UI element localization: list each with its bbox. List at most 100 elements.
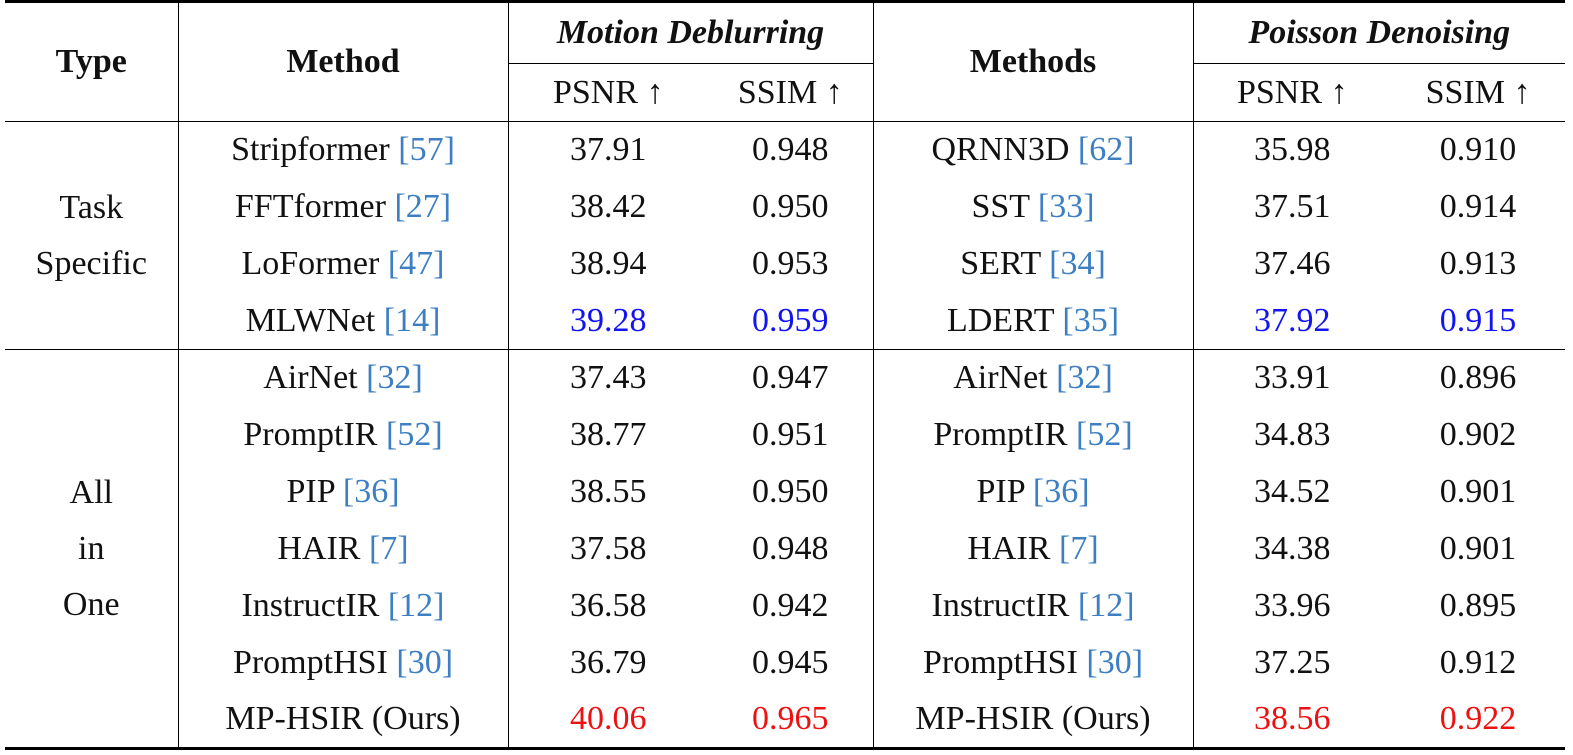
deblur-psnr-value: 38.77 xyxy=(570,416,647,453)
denoise-ssim-value: 0.910 xyxy=(1439,131,1517,169)
citation-open-bracket: [ xyxy=(1058,530,1071,567)
deblur-method-cell: PromptIR [52] xyxy=(178,406,509,464)
method-name: HAIR xyxy=(277,530,361,567)
denoise-psnr-value: 37.46 xyxy=(1254,245,1331,282)
denoise-method-cell: PromptHSI [30] xyxy=(873,634,1194,692)
denoise-method-cell: SERT [34] xyxy=(873,235,1194,293)
citation-link[interactable]: 57 xyxy=(409,131,444,169)
deblur-ssim-value: 0.947 xyxy=(708,349,874,407)
citation-link[interactable]: 52 xyxy=(397,416,432,453)
table-row: InstructIR [12] 36.58 0.942 InstructIR [12]… xyxy=(5,577,1565,635)
method-name: QRNN3D xyxy=(931,131,1070,169)
denoise-ssim-value: 0.914 xyxy=(1439,188,1517,225)
citation-link[interactable]: 33 xyxy=(1049,188,1084,225)
table-row: FFTformer [27] 38.42 0.950 SST [33] 37.51 0.9… xyxy=(5,178,1565,236)
citation-link[interactable]: 32 xyxy=(377,359,412,397)
psnr-header-denoise: PSNR ↑ xyxy=(1236,73,1348,111)
citation-link[interactable]: 35 xyxy=(1073,301,1108,339)
deblur-psnr-value: 36.79 xyxy=(570,644,647,681)
citation-link[interactable]: 30 xyxy=(1097,644,1132,681)
deblur-psnr-value: 37.58 xyxy=(570,530,647,567)
deblur-method-cell: PIP [36] xyxy=(178,463,509,521)
citation-link[interactable]: 12 xyxy=(399,587,434,624)
citation-link[interactable]: 7 xyxy=(1070,530,1088,567)
denoise-psnr-value: 33.91 xyxy=(1254,359,1331,397)
citation-close-bracket: ] xyxy=(1101,359,1113,397)
citation-close-bracket: ] xyxy=(388,473,400,510)
citation-link[interactable]: 62 xyxy=(1089,131,1124,169)
ssim-header-denoise: SSIM ↑ xyxy=(1425,73,1531,111)
citation-link[interactable]: 14 xyxy=(395,301,430,339)
deblur-ssim-value: 0.945 xyxy=(708,634,874,692)
table-row: LoFormer [47] 38.94 0.953 SERT [34] 37.46 0.9… xyxy=(5,235,1565,293)
citation-close-bracket: ] xyxy=(1078,473,1090,510)
denoise-psnr-value: 33.96 xyxy=(1254,587,1331,624)
deblur-method-cell: MP-HSIR (Ours) xyxy=(178,691,509,749)
deblur-ssim-value: 0.950 xyxy=(708,463,874,521)
type-label-line: One xyxy=(62,585,120,623)
deblur-method-cell: InstructIR [12] xyxy=(178,577,509,635)
method-name: AirNet xyxy=(953,359,1048,397)
denoise-method-cell: MP-HSIR (Ours) xyxy=(873,691,1194,749)
type-label-line: All xyxy=(69,473,113,511)
type-label-line: Specific xyxy=(35,244,147,282)
citation-link[interactable]: 52 xyxy=(1087,416,1122,453)
citation-open-bracket: [ xyxy=(396,644,408,681)
citation-link[interactable]: 47 xyxy=(399,245,434,282)
citation-link[interactable]: 32 xyxy=(1067,359,1102,397)
deblur-method-cell: PromptHSI [30] xyxy=(178,634,509,692)
citation-link[interactable]: 36 xyxy=(354,473,389,510)
deblur-psnr-value: 39.28 xyxy=(570,301,647,339)
citation-open-bracket: [ xyxy=(387,245,400,282)
citation-close-bracket: ] xyxy=(443,131,455,169)
deblur-psnr-value: 37.43 xyxy=(570,359,647,397)
denoise-ssim-value: 0.896 xyxy=(1439,359,1517,397)
denoise-method-cell: InstructIR [12] xyxy=(873,577,1194,635)
table-row: PromptHSI [30] 36.79 0.945 PromptHSI [30] 37… xyxy=(5,634,1565,692)
denoise-psnr-value: 37.25 xyxy=(1254,644,1331,681)
table-row: PromptIR [52] 38.77 0.951 PromptIR [52] 34.8… xyxy=(5,406,1565,464)
method-name: PromptIR xyxy=(243,416,378,453)
deblur-psnr-value: 38.42 xyxy=(570,188,647,225)
citation-open-bracket: [ xyxy=(394,188,406,225)
citation-close-bracket: ] xyxy=(1083,188,1095,225)
citation-close-bracket: ] xyxy=(1121,416,1133,453)
ssim-header-deblur: SSIM ↑ xyxy=(708,63,874,122)
denoise-psnr-value: 34.38 xyxy=(1254,530,1331,567)
method-name: PIP xyxy=(976,473,1025,510)
motion-deblurring-header: Motion Deblurring xyxy=(508,1,874,64)
citation-link[interactable]: 27 xyxy=(405,188,440,225)
denoise-method-cell: HAIR [7] xyxy=(873,520,1194,578)
method-name: MP-HSIR (Ours) xyxy=(225,700,461,738)
citation-link[interactable]: 30 xyxy=(407,644,442,681)
method-name: PIP xyxy=(286,473,335,510)
methods-header: Methods xyxy=(873,1,1194,122)
method-name: PromptHSI xyxy=(922,644,1078,681)
citation-open-bracket: [ xyxy=(1062,301,1074,339)
deblur-ssim-value: 0.942 xyxy=(708,577,874,635)
psnr-header-deblur: PSNR ↑ xyxy=(552,73,664,111)
citation-link[interactable]: 7 xyxy=(380,530,398,567)
method-name: MLWNet xyxy=(245,301,376,339)
citation-open-bracket: [ xyxy=(342,473,355,510)
citation-link[interactable]: 12 xyxy=(1089,587,1124,624)
citation-open-bracket: [ xyxy=(1032,473,1045,510)
citation-open-bracket: [ xyxy=(1086,644,1098,681)
citation-link[interactable]: 34 xyxy=(1060,245,1095,282)
citation-link[interactable]: 36 xyxy=(1044,473,1079,510)
citation-close-bracket: ] xyxy=(1094,245,1106,282)
citation-close-bracket: ] xyxy=(1107,301,1120,339)
table-row: PIP [36] 38.55 0.950 PIP [36] 34.52 0.901 xyxy=(5,463,1565,521)
denoise-ssim-value: 0.895 xyxy=(1439,587,1517,624)
citation-close-bracket: ] xyxy=(1123,587,1135,624)
denoise-psnr-value: 37.92 xyxy=(1254,301,1331,339)
denoise-ssim-value: 0.915 xyxy=(1439,301,1517,339)
table-body: Task Specific Stripformer [57] 37.91 0.948 QR… xyxy=(5,121,1566,749)
deblur-ssim-value: 0.959 xyxy=(708,292,874,350)
denoise-method-cell: AirNet [32] xyxy=(873,349,1194,407)
type-label-line: Task xyxy=(59,188,124,226)
method-name: PromptIR xyxy=(933,416,1068,453)
denoise-ssim-value: 0.922 xyxy=(1439,700,1517,738)
deblur-psnr-value: 40.06 xyxy=(570,700,647,738)
deblur-method-cell: MLWNet [14] xyxy=(178,292,509,350)
